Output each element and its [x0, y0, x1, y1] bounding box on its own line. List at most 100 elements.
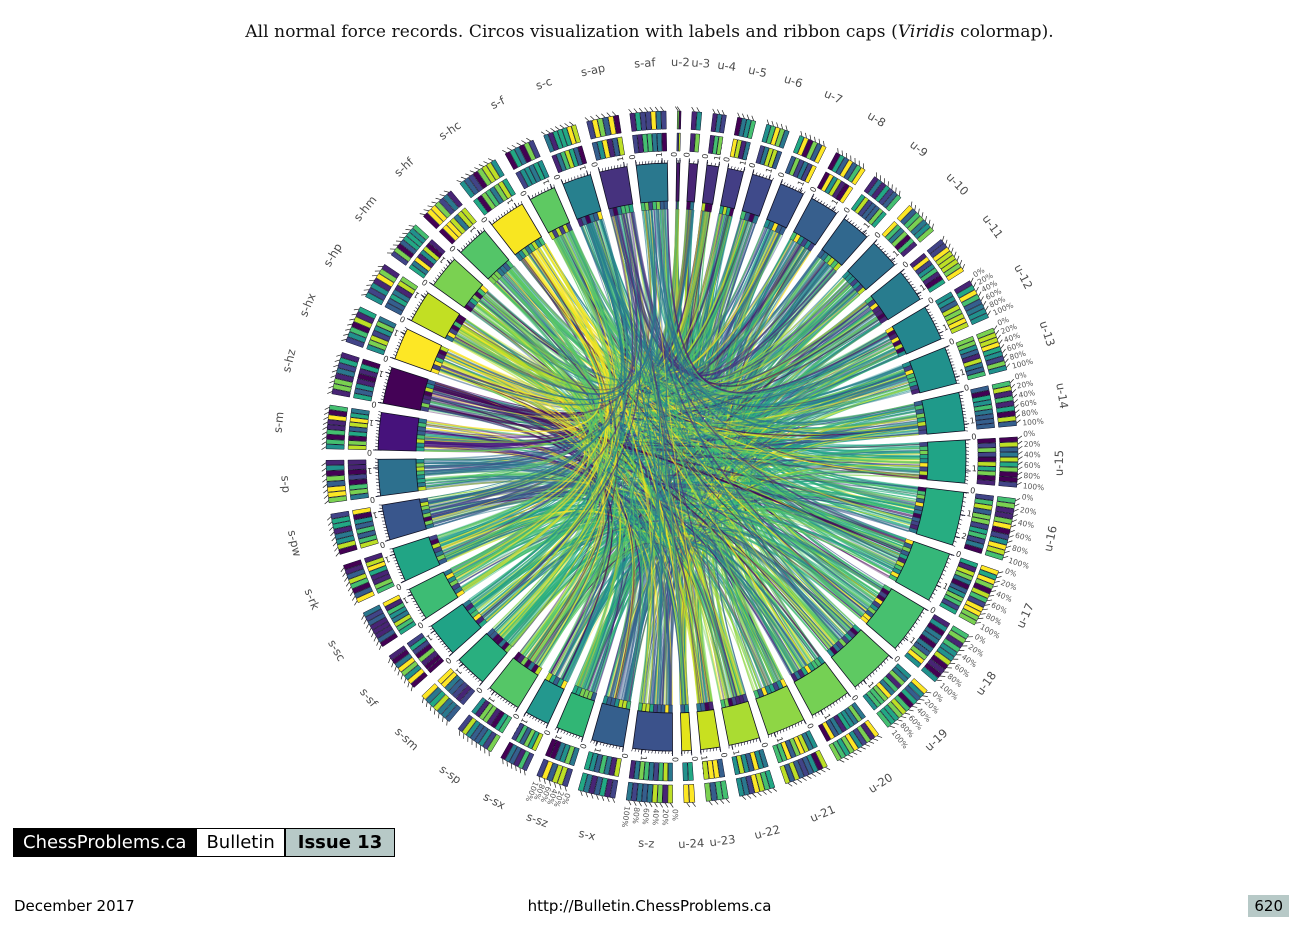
svg-text:s-sf: s-sf [357, 685, 381, 710]
svg-text:u-14: u-14 [1053, 382, 1071, 410]
svg-text:0: 0 [578, 742, 588, 750]
svg-text:0%: 0% [1023, 429, 1035, 439]
figure-caption-colormap-name: Viridis [897, 22, 955, 42]
svg-text:u-24: u-24 [678, 836, 705, 851]
svg-text:0: 0 [927, 295, 936, 305]
svg-text:s-f: s-f [488, 93, 508, 112]
svg-text:0%: 0% [996, 315, 1010, 328]
svg-text:80%: 80% [631, 807, 642, 825]
svg-text:u-18: u-18 [973, 669, 1000, 698]
svg-text:0: 0 [805, 722, 815, 731]
svg-text:u-20: u-20 [866, 770, 896, 796]
svg-text:0: 0 [628, 154, 638, 160]
svg-text:0: 0 [722, 156, 732, 163]
svg-text:0: 0 [474, 685, 484, 695]
svg-text:20%: 20% [1024, 439, 1041, 448]
svg-text:s-hz: s-hz [279, 348, 298, 374]
svg-text:60%: 60% [1014, 531, 1032, 544]
svg-text:60%: 60% [641, 808, 651, 825]
svg-text:0: 0 [776, 171, 786, 179]
svg-text:u-10: u-10 [943, 170, 971, 199]
svg-text:s-x: s-x [577, 826, 597, 843]
svg-text:0: 0 [701, 153, 711, 159]
svg-text:0: 0 [448, 243, 458, 253]
svg-text:0: 0 [479, 215, 489, 225]
svg-text:80%: 80% [1023, 471, 1040, 481]
svg-text:s-hp: s-hp [320, 241, 345, 269]
svg-text:80%: 80% [1011, 543, 1029, 556]
svg-text:0: 0 [420, 277, 429, 287]
svg-text:0: 0 [808, 185, 818, 194]
svg-text:s-hx: s-hx [296, 291, 318, 319]
svg-text:0: 0 [948, 337, 956, 347]
svg-text:0: 0 [901, 260, 911, 270]
svg-text:0: 0 [367, 448, 372, 457]
svg-text:0: 0 [369, 495, 375, 505]
svg-text:s-m: s-m [271, 411, 287, 433]
svg-text:s-p: s-p [278, 475, 293, 493]
badge-issue-number: Issue 13 [285, 829, 395, 856]
svg-text:s-ap: s-ap [580, 61, 607, 80]
svg-text:0: 0 [842, 206, 852, 215]
svg-text:20%: 20% [1016, 379, 1034, 391]
svg-text:0: 0 [850, 693, 860, 702]
svg-text:0: 0 [552, 173, 562, 181]
svg-text:u-6: u-6 [782, 72, 804, 91]
svg-text:s-sx: s-sx [481, 789, 508, 812]
svg-text:s-sz: s-sz [525, 809, 551, 830]
svg-text:40%: 40% [1018, 388, 1036, 400]
svg-text:0%: 0% [1014, 370, 1028, 381]
svg-text:100%: 100% [620, 806, 632, 828]
svg-text:0: 0 [416, 620, 425, 630]
svg-text:0: 0 [590, 161, 600, 168]
svg-text:u-22: u-22 [753, 822, 782, 842]
svg-text:0: 0 [892, 654, 902, 664]
svg-text:0: 0 [620, 753, 630, 760]
svg-text:s-af: s-af [634, 55, 657, 70]
svg-text:0: 0 [719, 752, 729, 758]
badge-bulletin-label: Bulletin [195, 829, 286, 856]
svg-text:40%: 40% [1017, 518, 1035, 530]
figure-caption-tail: colormap). [954, 22, 1054, 42]
svg-text:u-23: u-23 [709, 832, 737, 849]
svg-text:0: 0 [519, 189, 529, 198]
svg-text:0%: 0% [1021, 492, 1034, 502]
svg-text:100%: 100% [1022, 417, 1044, 428]
svg-text:u-13: u-13 [1037, 319, 1058, 348]
svg-text:s-pw: s-pw [285, 529, 305, 558]
svg-text:u-5: u-5 [747, 63, 768, 81]
badge-site-name: ChessProblems.ca [14, 829, 196, 856]
svg-text:s-hf: s-hf [391, 154, 417, 180]
svg-text:u-7: u-7 [822, 86, 845, 106]
svg-text:0: 0 [963, 383, 970, 393]
svg-text:0: 0 [542, 728, 552, 736]
svg-text:0: 0 [971, 432, 977, 441]
svg-text:0: 0 [511, 712, 521, 721]
svg-text:0: 0 [394, 582, 402, 592]
svg-text:0: 0 [443, 655, 453, 665]
svg-text:u-4: u-4 [717, 58, 738, 74]
svg-text:0: 0 [382, 353, 390, 363]
svg-text:s-hc: s-hc [436, 118, 464, 143]
svg-text:u-3: u-3 [691, 55, 711, 70]
svg-text:80%: 80% [1008, 349, 1027, 362]
footer-page-number: 620 [1248, 895, 1289, 917]
footer-url-link[interactable]: http://Bulletin.ChessProblems.ca [527, 897, 772, 915]
svg-text:0: 0 [398, 314, 407, 324]
svg-text:40%: 40% [651, 808, 661, 825]
svg-text:u-17: u-17 [1013, 601, 1036, 631]
svg-text:u-9: u-9 [907, 137, 930, 160]
svg-text:u-11: u-11 [979, 212, 1006, 241]
svg-text:u-16: u-16 [1041, 524, 1060, 552]
svg-text:20%: 20% [661, 809, 670, 826]
svg-text:0: 0 [379, 540, 386, 550]
svg-text:0%: 0% [560, 792, 572, 806]
issue-badge: ChessProblems.ca Bulletin Issue 13 [13, 828, 396, 857]
svg-text:s-hm: s-hm [351, 193, 380, 224]
svg-text:0%: 0% [671, 809, 680, 821]
figure-caption: All normal force records. Circos visuali… [0, 22, 1299, 42]
svg-text:0: 0 [670, 152, 679, 157]
svg-text:80%: 80% [1021, 407, 1039, 418]
